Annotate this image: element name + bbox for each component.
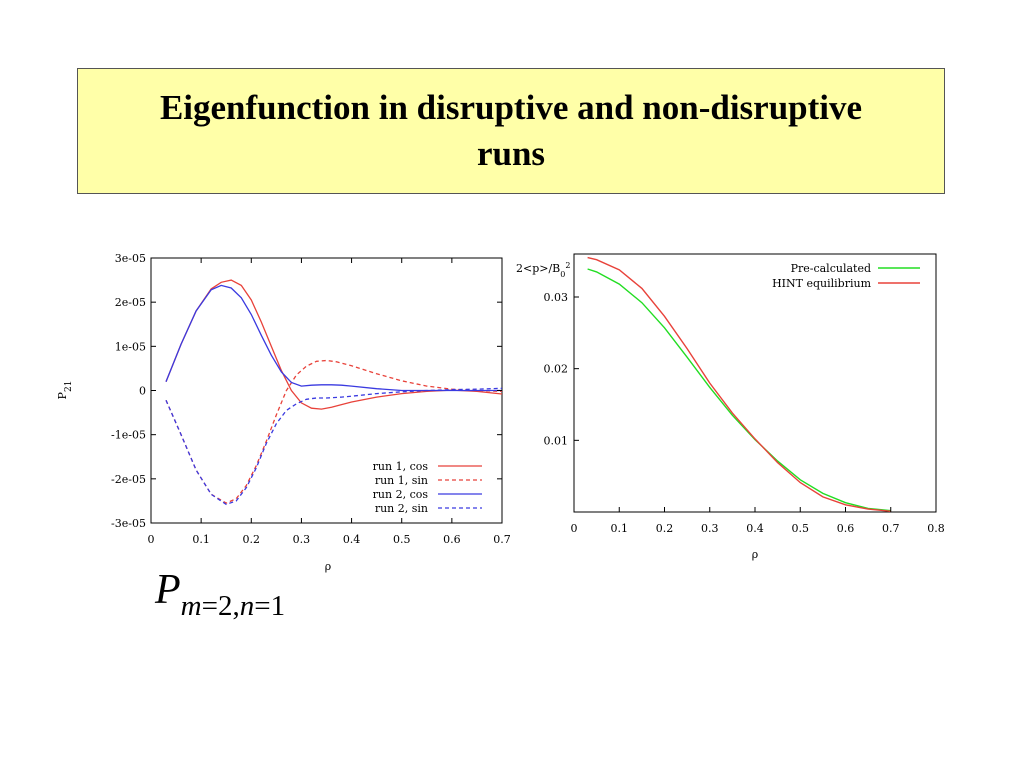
chart2-xtick-label: 0.4 (746, 522, 764, 535)
chart1-series-line-1 (165, 359, 503, 504)
chart2-ytick-label: 0.02 (544, 363, 569, 376)
formula-subscript: m=2,n=1 (180, 590, 286, 622)
chart2-legend-label-1: HINT equilibrium (772, 277, 871, 290)
chart1-ticks: 0 0.1 0.2 0.3 0.4 0.5 0.6 0.7 -3e-05 -2e-05 -1e-05… (111, 252, 511, 546)
chart1-legend-label-0: run 1, cos (373, 460, 429, 473)
chart2-frame (573, 253, 937, 513)
chart1-ytick-label: 1e-05 (115, 340, 146, 353)
chart1-xtick-label: 0 (148, 533, 155, 546)
chart1-ylabel: P21 (56, 381, 74, 400)
chart2-ticks: 0 0.1 0.2 0.3 0.4 0.5 0.6 0.7 0.8 0.01 0.02 0.03 (544, 291, 945, 535)
slide-title: Eigenfunction in disruptive and non-disr… (159, 88, 863, 173)
chart1-series (165, 279, 503, 506)
chart1-xtick-label: 0.6 (443, 533, 461, 546)
chart1-ytick-label: -2e-05 (111, 473, 146, 486)
formula-symbol: P (155, 567, 181, 613)
chart1-series-line-0 (165, 279, 503, 410)
chart2-xtick-label: 0 (571, 522, 578, 535)
formula-p-m2-n1: Pm=2,n=1 (155, 566, 285, 623)
chart2-legend: Pre-calculated HINT equilibrium (772, 262, 920, 290)
chart-pressure-profile: 0 0.1 0.2 0.3 0.4 0.5 0.6 0.7 0.8 0.01 0.02 0.03 Pr… (516, 253, 945, 561)
chart2-ytick-label: 0.01 (544, 434, 569, 447)
chart1-xlabel: ρ (325, 560, 331, 573)
chart1-xtick-label: 0.3 (293, 533, 311, 546)
chart1-xtick-label: 0.1 (192, 533, 210, 546)
chart2-xtick-label: 0.1 (611, 522, 629, 535)
chart2-series (587, 256, 891, 512)
chart1-ytick-label: 2e-05 (115, 296, 146, 309)
chart1-ytick-label: -3e-05 (111, 517, 146, 530)
chart2-legend-label-0: Pre-calculated (791, 262, 871, 275)
chart2-xtick-label: 0.7 (882, 522, 900, 535)
chart1-xtick-label: 0.7 (493, 533, 511, 546)
chart2-xtick-label: 0.3 (701, 522, 719, 535)
chart1-ytick-label: 3e-05 (115, 252, 146, 265)
chart1-legend-label-3: run 2, sin (375, 502, 428, 515)
chart2-ytick-label: 0.03 (544, 291, 569, 304)
chart1-ytick-label: 0 (139, 385, 146, 398)
chart1-series-line-3 (165, 387, 503, 506)
chart2-xtick-label: 0.8 (927, 522, 945, 535)
chart2-xtick-label: 0.5 (792, 522, 810, 535)
chart1-ytick-label: -1e-05 (111, 429, 146, 442)
chart1-xtick-label: 0.4 (343, 533, 361, 546)
chart2-xtick-label: 0.2 (656, 522, 674, 535)
chart2-xlabel: ρ (752, 548, 758, 561)
chart1-series-line-2 (165, 284, 502, 392)
chart1-legend-label-2: run 2, cos (373, 488, 429, 501)
chart2-plot-border (573, 253, 937, 513)
chart2-ylabel: 2<p>/B02 (516, 261, 570, 279)
chart2-series-line-0 (587, 268, 891, 512)
chart1-xtick-label: 0.2 (243, 533, 260, 546)
chart-eigenfunction: 0 0.1 0.2 0.3 0.4 0.5 0.6 0.7 -3e-05 -2e-05 -1e-05… (56, 252, 511, 573)
chart1-xtick-label: 0.5 (393, 533, 411, 546)
chart2-series-line-1 (587, 256, 891, 512)
chart2-xtick-label: 0.6 (837, 522, 855, 535)
chart1-legend-label-1: run 1, sin (375, 474, 428, 487)
title-box: Eigenfunction in disruptive and non-disr… (77, 68, 945, 194)
